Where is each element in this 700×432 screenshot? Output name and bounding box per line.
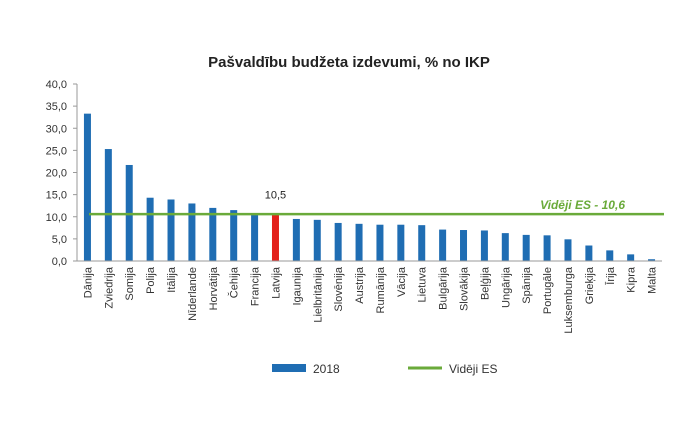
category-label: Somija (124, 266, 136, 301)
x-axis-labels: Dānija Zviedrija Somija Polija Itālija Nīderl… (82, 266, 658, 334)
y-tick-label: 30,0 (46, 123, 67, 135)
category-label: Itālija (166, 266, 178, 293)
bar (313, 219, 321, 261)
legend: 2018 Vidēji ES (272, 362, 497, 376)
legend-label-2018: 2018 (313, 362, 340, 376)
highlight-data-label: 10,5 (265, 190, 286, 202)
bar (251, 213, 259, 261)
legend-swatch-2018 (272, 364, 306, 372)
bar (501, 233, 509, 261)
category-label: Dānija (82, 266, 94, 298)
category-label: Francija (250, 266, 262, 306)
bar (355, 223, 363, 261)
bar (230, 210, 238, 261)
bar (564, 239, 572, 261)
bar (543, 235, 551, 261)
bar (292, 218, 300, 261)
bar (334, 222, 342, 261)
category-label: Vācija (396, 266, 408, 297)
bar (460, 230, 468, 261)
y-tick-label: 25,0 (46, 145, 67, 157)
category-label: Lietuva (417, 266, 429, 302)
y-axis: 0,0 5,0 10,0 15,0 20,0 25,0 30,0 35,0 40,0 (46, 79, 78, 268)
chart-title: Pašvaldību budžeta izdevumi, % no IKP (208, 54, 490, 71)
category-label: Rumānija (375, 266, 387, 313)
legend-label-average: Vidēji ES (449, 362, 497, 376)
category-label: Spānija (521, 266, 533, 304)
category-label: Ungārija (500, 266, 512, 308)
category-label: Malta (647, 266, 659, 294)
y-tick-label: 15,0 (46, 190, 67, 202)
bar (439, 229, 447, 261)
y-tick-label: 5,0 (52, 234, 67, 246)
y-tick-label: 35,0 (46, 101, 67, 113)
category-label: Slovākija (459, 266, 471, 311)
y-tick-label: 10,0 (46, 212, 67, 224)
bar (648, 259, 656, 261)
bars (83, 113, 656, 262)
category-label: Latvija (270, 266, 282, 299)
bar (585, 245, 593, 261)
category-label: Portugāle (542, 267, 554, 314)
bar (627, 254, 635, 261)
bar (376, 224, 384, 261)
category-label: Beļģija (478, 266, 491, 300)
y-tick-label: 40,0 (46, 79, 67, 91)
bar (418, 225, 426, 261)
category-label: Čehija (228, 266, 241, 298)
bar (188, 203, 196, 261)
average-line-group: Vidēji ES - 10,6 (89, 198, 664, 216)
bar (146, 197, 154, 261)
bar (480, 230, 488, 261)
bar-highlight (271, 214, 279, 261)
bar (209, 207, 217, 261)
category-label: Lielbritānija (312, 266, 324, 323)
bar (397, 224, 405, 261)
category-label: Luksemburga (563, 266, 575, 334)
category-label: Igaunija (291, 266, 303, 305)
bar (606, 250, 614, 261)
category-label: Grieķija (584, 266, 596, 304)
category-label: Īrija (605, 266, 617, 285)
category-label: Zviedrija (103, 266, 115, 308)
y-tick-label: 0,0 (52, 256, 67, 268)
category-label: Bulgārija (438, 266, 450, 310)
bar (104, 149, 112, 261)
bar (83, 113, 91, 262)
category-label: Kipra (626, 266, 638, 293)
average-label: Vidēji ES - 10,6 (540, 198, 625, 212)
category-label: Polija (145, 266, 157, 294)
bar (167, 199, 175, 261)
bar (522, 234, 530, 261)
category-label: Nīderlande (187, 267, 199, 321)
category-label: Horvātija (208, 266, 220, 310)
y-tick-label: 20,0 (46, 168, 67, 180)
category-label: Austrija (354, 266, 366, 304)
category-label: Slovēnija (333, 266, 345, 312)
